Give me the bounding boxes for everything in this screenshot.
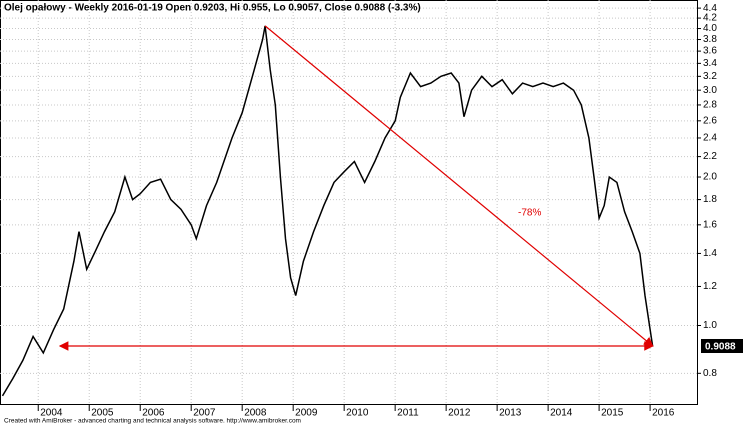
marks xyxy=(1,25,654,397)
x-tick-label: 2006 xyxy=(142,408,165,419)
price-tag-label: 0.9088 xyxy=(705,342,736,353)
trend-arrow xyxy=(264,25,654,347)
x-tick-label: 2010 xyxy=(346,408,369,419)
y-tick-label: 2.8 xyxy=(703,100,717,111)
price-tag xyxy=(701,338,743,353)
y-tick-label: 3.0 xyxy=(703,85,717,96)
y-tick-label: 2.4 xyxy=(703,133,717,144)
price-line xyxy=(1,25,654,397)
y-tick-label: 4.2 xyxy=(703,13,717,24)
grid xyxy=(0,0,697,405)
chart-title: Olej opałowy - Weekly 2016-01-19 Open 0.… xyxy=(4,3,421,14)
y-tick-label: 1.8 xyxy=(703,194,717,205)
y-tick-label: 0.8 xyxy=(703,368,717,379)
y-tick-label: 3.8 xyxy=(703,34,717,45)
x-tick-label: 2014 xyxy=(550,408,573,419)
x-tick-label: 2005 xyxy=(91,408,114,419)
x-tick-label: 2012 xyxy=(448,408,471,419)
footer: Created with AmiBroker - advanced charti… xyxy=(4,418,301,425)
y-tick-label: 1.2 xyxy=(703,281,717,292)
y-tick-label: 1.6 xyxy=(703,219,717,230)
y-tick-label: 3.6 xyxy=(703,46,717,57)
y-tick-label: 3.4 xyxy=(703,58,717,69)
x-tick-label: 2013 xyxy=(499,408,522,419)
x-tick-label: 2011 xyxy=(397,408,419,419)
y-tick-label: 3.2 xyxy=(703,71,717,82)
annotation: -78% xyxy=(518,208,541,219)
x-tick-label: 2008 xyxy=(244,408,267,419)
x-tick-label: 2007 xyxy=(193,408,216,419)
x-tick-label: 2016 xyxy=(652,408,675,419)
x-tick-label: 2015 xyxy=(601,408,624,419)
y-tick-label: 2.2 xyxy=(703,151,717,162)
y-tick-label: 1.4 xyxy=(703,248,717,259)
y-tick-label: 4.4 xyxy=(703,3,717,14)
plot-frame xyxy=(0,0,698,405)
x-tick-label: 2009 xyxy=(295,408,318,419)
x-tick-label: 2004 xyxy=(40,408,63,419)
y-tick-label: 4.0 xyxy=(703,23,717,34)
y-tick-label: 2.6 xyxy=(703,115,717,126)
y-tick-label: 1.0 xyxy=(703,320,717,331)
y-tick-label: 2.0 xyxy=(703,172,717,183)
